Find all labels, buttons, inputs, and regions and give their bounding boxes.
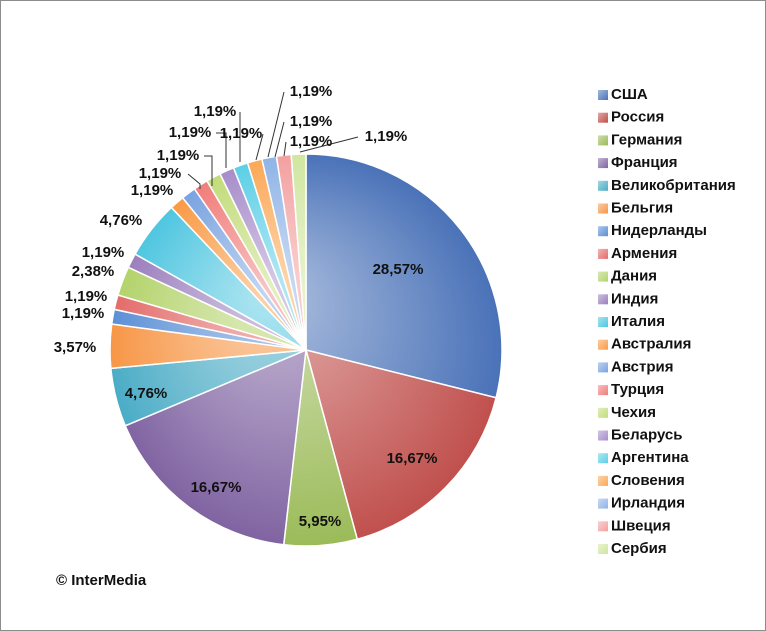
- legend-swatch: [598, 248, 608, 259]
- pie-slice-21: [290, 153, 307, 351]
- data-label: 1,19%: [220, 125, 263, 142]
- legend-swatch: [598, 135, 608, 146]
- legend-label: Австралия: [611, 336, 691, 353]
- pie-slice-1: [305, 153, 503, 399]
- data-label: 5,95%: [299, 513, 342, 530]
- data-label: 2,38%: [72, 263, 115, 280]
- legend-label: Россия: [611, 109, 664, 126]
- data-label: 3,57%: [54, 339, 97, 356]
- legend-swatch: [598, 271, 608, 282]
- legend: США Россия Германия Франция Великобритания Бе…: [598, 86, 736, 557]
- data-label: 1,19%: [194, 103, 237, 120]
- legend-label: Турция: [611, 381, 664, 398]
- data-label: 16,67%: [387, 450, 438, 467]
- legend-label: Нидерланды: [611, 222, 707, 239]
- data-label: 1,19%: [365, 128, 408, 145]
- data-labels: 28,57%16,67%5,95%16,67%4,76%3,57%1,19%1,…: [54, 83, 438, 530]
- leader-line: [204, 155, 213, 186]
- legend-label: Дания: [611, 268, 657, 285]
- legend-label: Великобритания: [611, 177, 736, 194]
- pie-slices: [109, 153, 503, 547]
- data-label: 1,19%: [82, 244, 125, 261]
- legend-label: Армения: [611, 245, 677, 262]
- legend-swatch: [598, 294, 608, 305]
- leader-line: [267, 91, 285, 158]
- legend-label: Сербия: [611, 540, 667, 557]
- legend-label: США: [611, 86, 648, 103]
- pie-slice-4: [124, 348, 307, 546]
- copyright-text: © InterMedia: [56, 572, 147, 589]
- data-label: 1,19%: [290, 83, 333, 100]
- legend-swatch: [598, 158, 608, 169]
- legend-label: Бельгия: [611, 199, 673, 216]
- legend-label: Чехия: [611, 404, 656, 421]
- legend-label: Италия: [611, 313, 665, 330]
- legend-label: Беларусь: [611, 426, 683, 443]
- leader-line: [255, 133, 264, 161]
- legend-label: Франция: [611, 154, 678, 171]
- pie-slice-2: [304, 348, 498, 541]
- legend-swatch: [598, 317, 608, 327]
- data-label: 1,19%: [131, 182, 174, 199]
- data-label: 1,19%: [62, 305, 105, 322]
- data-label: 4,76%: [100, 212, 143, 229]
- legend-swatch: [598, 521, 608, 532]
- legend-label: Австрия: [611, 358, 674, 375]
- data-label: 1,19%: [290, 113, 333, 130]
- leader-line: [216, 132, 227, 168]
- data-label: 1,19%: [65, 288, 108, 305]
- leader-line: [274, 121, 285, 158]
- data-label: 28,57%: [373, 261, 424, 278]
- legend-swatch: [598, 180, 608, 191]
- leader-line: [187, 173, 201, 189]
- legend-label: Германия: [611, 131, 682, 148]
- legend-swatch: [598, 498, 608, 509]
- data-label: 1,19%: [169, 124, 212, 141]
- legend-swatch: [598, 453, 608, 464]
- legend-label: Аргентина: [611, 449, 689, 466]
- legend-swatch: [598, 203, 608, 214]
- legend-swatch: [598, 430, 608, 441]
- legend-swatch: [598, 407, 608, 418]
- legend-swatch: [598, 112, 608, 123]
- data-label: 16,67%: [191, 479, 242, 496]
- legend-label: Швеция: [611, 517, 671, 534]
- legend-swatch: [598, 90, 608, 100]
- legend-swatch: [598, 544, 608, 554]
- legend-swatch: [598, 226, 608, 237]
- data-label: 4,76%: [125, 385, 168, 402]
- leader-line: [299, 136, 359, 153]
- leader-lines: [187, 91, 359, 189]
- legend-swatch: [598, 362, 608, 373]
- legend-label: Словения: [611, 472, 685, 489]
- leader-line: [283, 141, 287, 157]
- legend-label: Ирландия: [611, 495, 685, 512]
- data-label: 1,19%: [139, 165, 182, 182]
- legend-swatch: [598, 339, 608, 350]
- legend-label: Индия: [611, 290, 658, 307]
- legend-swatch: [598, 385, 608, 396]
- data-label: 1,19%: [157, 147, 200, 164]
- legend-swatch: [598, 475, 608, 486]
- data-label: 1,19%: [290, 133, 333, 150]
